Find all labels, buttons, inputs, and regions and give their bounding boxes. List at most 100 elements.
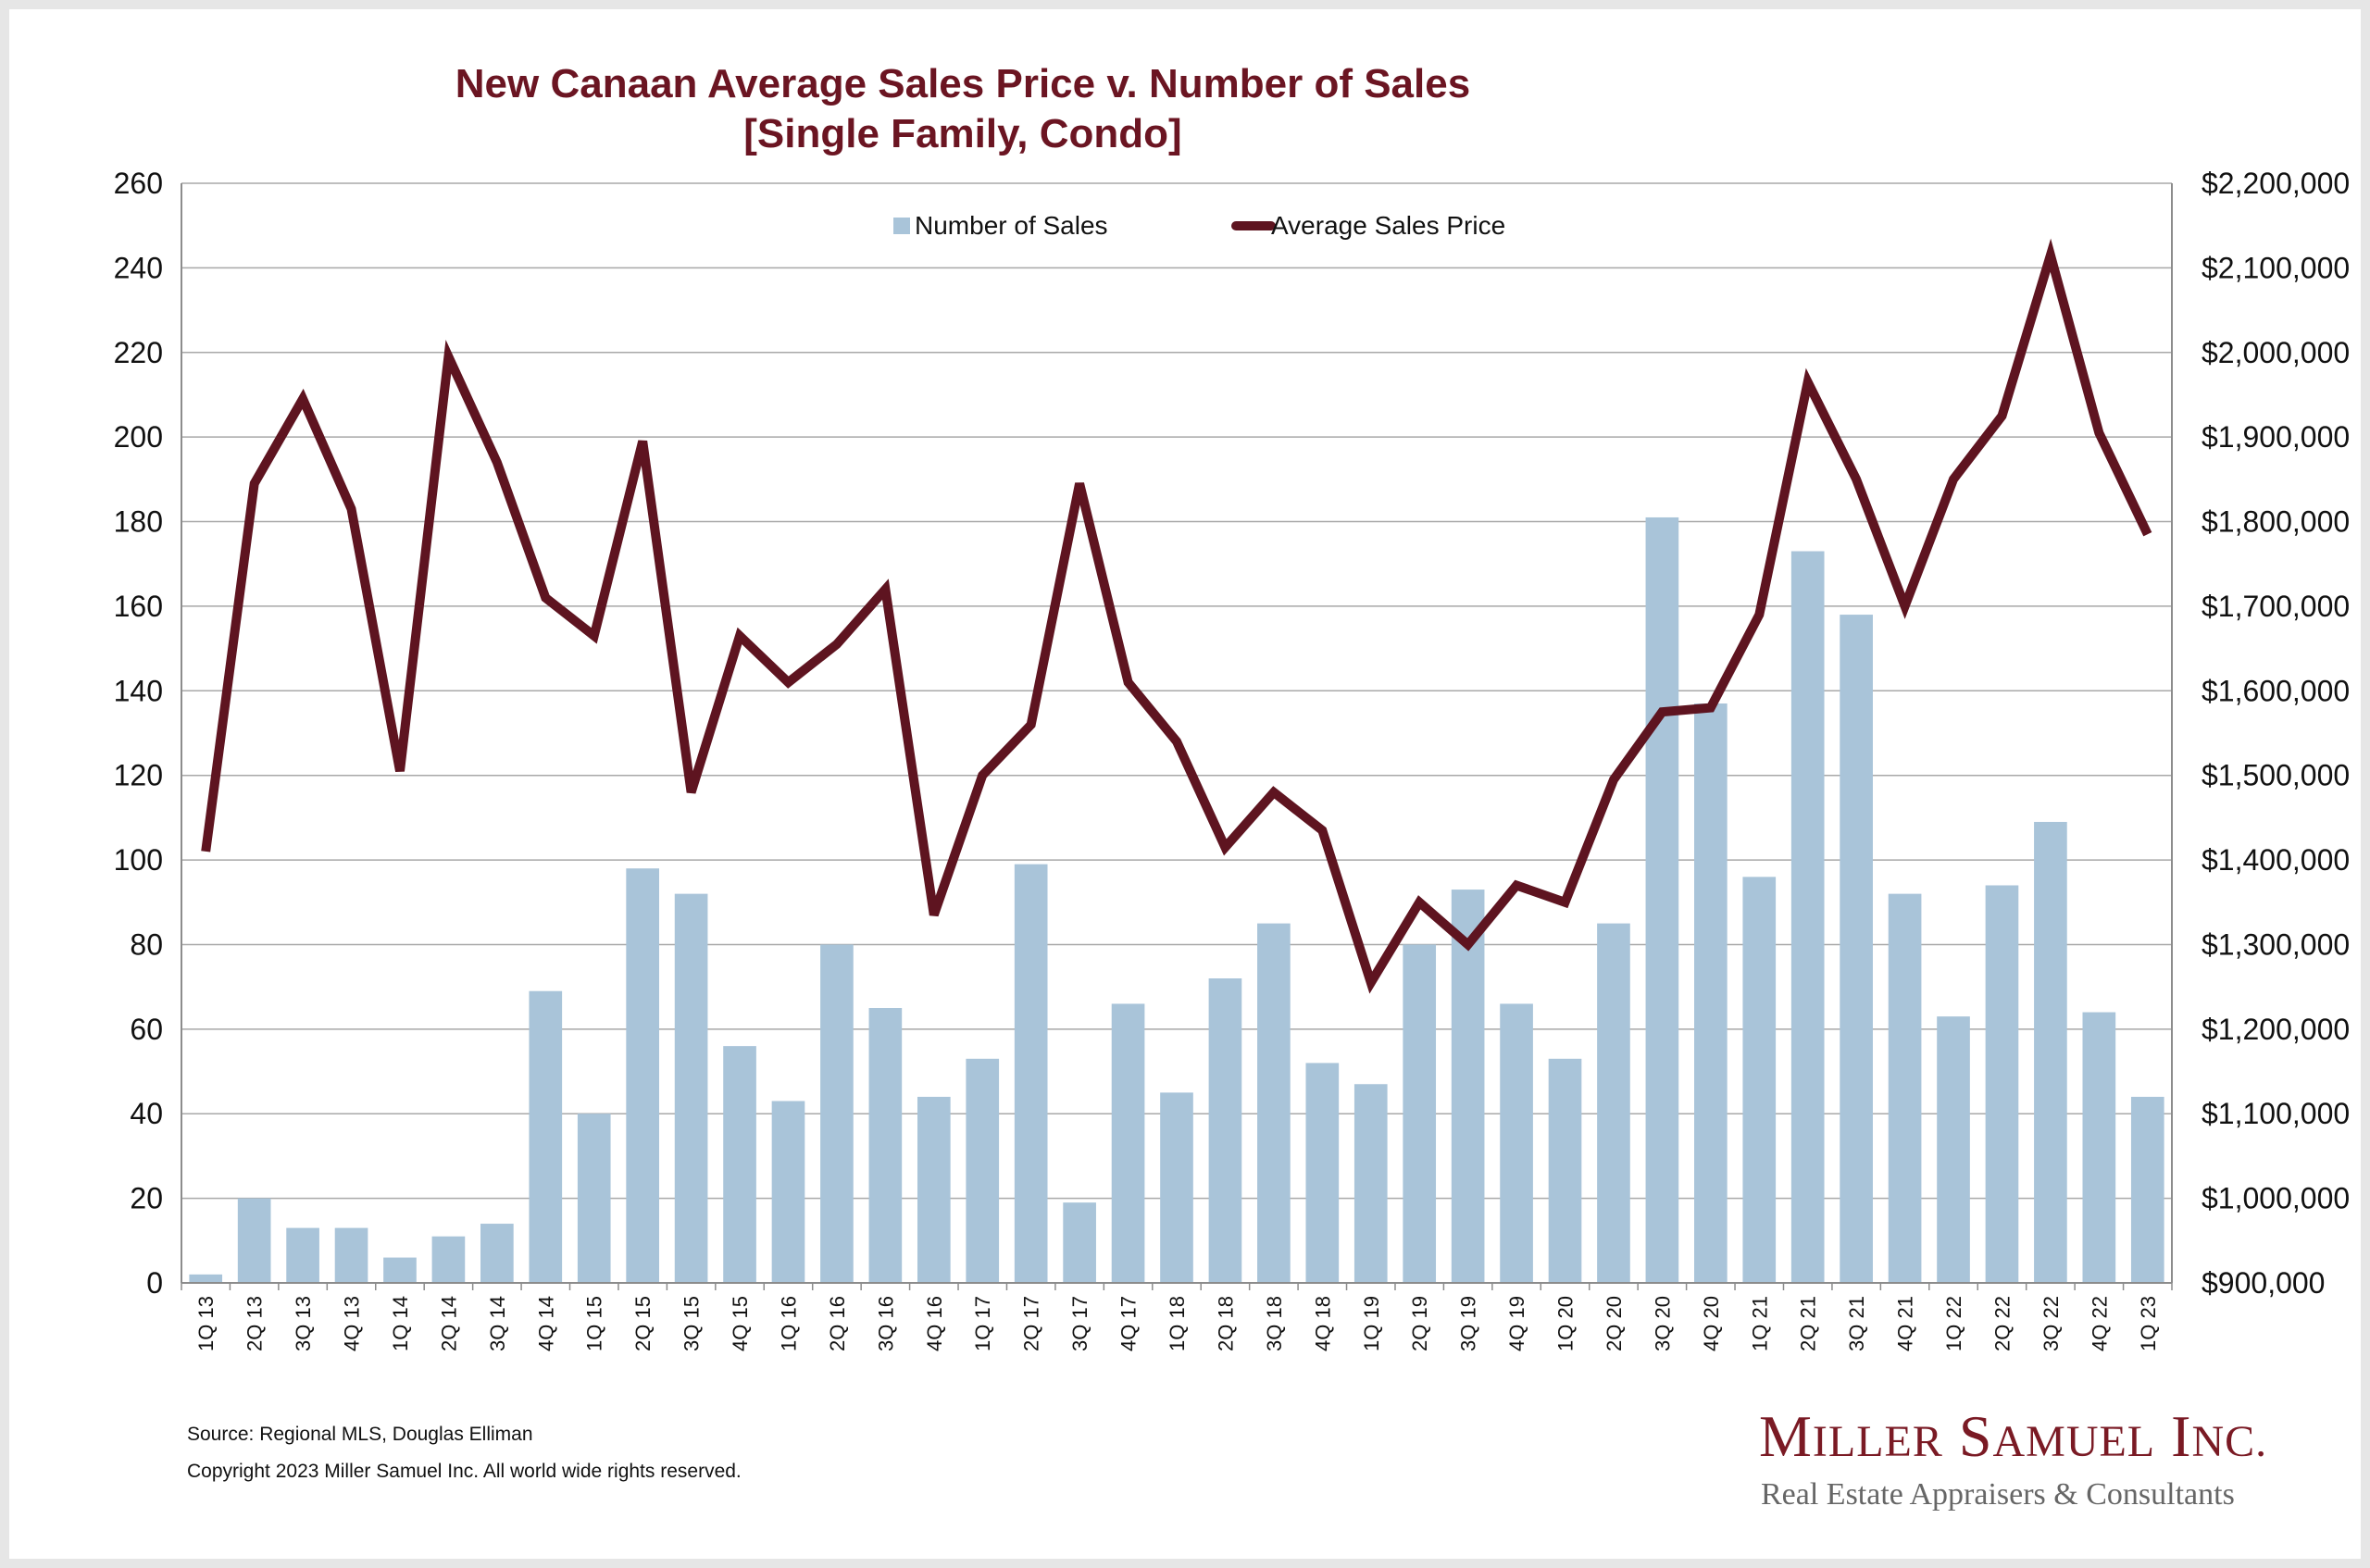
x-tick-label: 4Q 20 <box>1700 1296 1723 1351</box>
x-tick-label: 4Q 21 <box>1894 1296 1917 1351</box>
x-tick-label: 1Q 19 <box>1360 1296 1383 1351</box>
y-right-tick-label: $2,200,000 <box>2202 167 2350 200</box>
x-tick-label: 1Q 21 <box>1748 1296 1771 1351</box>
bar-series <box>189 516 2164 1283</box>
y-axis-left-labels: 0 20 40 60 80 100 120 140 160 180 200 220 240 260 <box>114 167 163 1300</box>
x-tick-label: 3Q 18 <box>1263 1296 1286 1351</box>
y-axis-right-labels: $900,000 $1,000,000 $1,100,000 $1,200,000 $1… <box>2202 167 2350 1300</box>
miller-samuel-logo: MILLER SAMUEL INC. <box>1759 1402 2267 1471</box>
y-left-tick-label: 180 <box>114 505 163 539</box>
bar-number-of-sales <box>626 868 659 1283</box>
legend: Number of Sales Average Sales Price <box>893 211 1505 240</box>
bar-number-of-sales <box>1403 944 1437 1283</box>
y-right-tick-label: $1,400,000 <box>2202 843 2350 877</box>
bar-number-of-sales <box>1742 877 1777 1283</box>
bar-number-of-sales <box>1597 923 1630 1283</box>
bar-number-of-sales <box>917 1096 951 1283</box>
axes <box>181 183 2173 1290</box>
y-right-tick-label: $1,300,000 <box>2202 927 2350 961</box>
bar-number-of-sales <box>1160 1092 1193 1283</box>
x-tick-label: 4Q 19 <box>1505 1296 1528 1351</box>
legend-swatch-number-of-sales <box>893 218 910 234</box>
bar-number-of-sales <box>1014 864 1048 1283</box>
x-tick-label: 1Q 16 <box>778 1296 801 1351</box>
bar-number-of-sales <box>480 1224 514 1283</box>
copyright-note: Copyright 2023 Miller Samuel Inc. All wo… <box>187 1461 742 1482</box>
x-tick-label: 1Q 15 <box>583 1296 606 1351</box>
y-right-tick-label: $1,900,000 <box>2202 420 2350 454</box>
y-left-tick-label: 60 <box>130 1013 163 1046</box>
chart-title: New Canaan Average Sales Price v. Number… <box>455 61 1470 106</box>
bar-number-of-sales <box>1840 615 1873 1283</box>
logo-initial-i: I <box>2171 1403 2192 1469</box>
bar-number-of-sales <box>577 1114 611 1283</box>
x-tick-label: 2Q 18 <box>1214 1296 1237 1351</box>
source-note: Source: Regional MLS, Douglas Elliman <box>187 1424 533 1445</box>
x-tick-label: 3Q 19 <box>1457 1296 1480 1351</box>
y-right-tick-label: $1,200,000 <box>2202 1013 2350 1046</box>
x-tick-label: 3Q 13 <box>292 1296 315 1351</box>
bar-number-of-sales <box>1790 551 1825 1283</box>
bar-number-of-sales <box>1500 1003 1533 1283</box>
bar-number-of-sales <box>431 1236 466 1283</box>
x-tick-label: 2Q 14 <box>437 1296 460 1351</box>
bar-number-of-sales <box>1694 703 1728 1283</box>
legend-label-average-sales-price: Average Sales Price <box>1271 211 1505 240</box>
x-tick-label: 1Q 23 <box>2137 1296 2160 1351</box>
y-left-tick-label: 100 <box>114 843 163 877</box>
bar-number-of-sales <box>1451 890 1485 1283</box>
x-axis-labels: 1Q 13 2Q 13 3Q 13 4Q 13 1Q 14 2Q 14 3Q 14 4Q 14… <box>194 1296 2160 1351</box>
legend-label-number-of-sales: Number of Sales <box>915 211 1108 240</box>
y-right-tick-label: $1,700,000 <box>2202 590 2350 623</box>
y-left-tick-label: 20 <box>130 1182 163 1215</box>
x-tick-label: 3Q 14 <box>486 1296 509 1351</box>
x-tick-label: 3Q 16 <box>874 1296 897 1351</box>
bar-number-of-sales <box>1305 1063 1340 1283</box>
bar-number-of-sales <box>1111 1003 1145 1283</box>
y-left-tick-label: 220 <box>114 336 163 369</box>
logo-initial-m: M <box>1759 1403 1813 1469</box>
bar-number-of-sales <box>966 1058 1000 1283</box>
bar-number-of-sales <box>1937 1016 1970 1283</box>
y-left-tick-label: 240 <box>114 251 163 284</box>
x-tick-label: 2Q 21 <box>1797 1296 1820 1351</box>
x-tick-label: 2Q 20 <box>1603 1296 1626 1351</box>
bar-number-of-sales <box>868 1008 903 1283</box>
y-left-tick-label: 140 <box>114 674 163 707</box>
logo-rest-amuel: AMUEL <box>1992 1417 2156 1466</box>
x-tick-label: 1Q 22 <box>1942 1296 1965 1351</box>
x-tick-label: 1Q 20 <box>1554 1296 1578 1351</box>
y-left-tick-label: 0 <box>146 1266 163 1300</box>
y-right-tick-label: $1,600,000 <box>2202 674 2350 707</box>
x-tick-label: 4Q 15 <box>729 1296 752 1351</box>
bar-number-of-sales <box>2034 821 2067 1283</box>
logo-rest-iller: ILLER <box>1812 1417 1943 1466</box>
bar-number-of-sales <box>529 990 563 1283</box>
y-right-tick-label: $900,000 <box>2202 1266 2325 1300</box>
x-tick-label: 1Q 17 <box>971 1296 994 1351</box>
logo-initial-s: S <box>1958 1403 1993 1469</box>
bar-number-of-sales <box>1645 516 1679 1283</box>
bar-number-of-sales <box>674 893 708 1283</box>
y-right-tick-label: $2,000,000 <box>2202 336 2350 369</box>
bar-number-of-sales <box>1063 1202 1096 1283</box>
x-tick-label: 1Q 14 <box>389 1296 412 1351</box>
y-left-tick-label: 200 <box>114 420 163 454</box>
bar-number-of-sales <box>1548 1058 1582 1283</box>
x-tick-label: 4Q 13 <box>341 1296 364 1351</box>
y-right-tick-label: $1,800,000 <box>2202 505 2350 539</box>
x-tick-label: 4Q 16 <box>923 1296 946 1351</box>
bar-number-of-sales <box>2082 1012 2116 1283</box>
x-tick-label: 2Q 16 <box>826 1296 849 1351</box>
x-tick-label: 4Q 14 <box>534 1296 557 1351</box>
y-right-tick-label: $1,500,000 <box>2202 759 2350 792</box>
chart-svg: New Canaan Average Sales Price v. Number… <box>114 61 2351 1351</box>
x-tick-label: 2Q 13 <box>243 1296 267 1351</box>
x-tick-label: 3Q 20 <box>1651 1296 1674 1351</box>
x-tick-label: 2Q 15 <box>631 1296 655 1351</box>
bar-number-of-sales <box>1353 1084 1388 1283</box>
x-tick-label: 4Q 18 <box>1311 1296 1334 1351</box>
x-tick-label: 1Q 13 <box>194 1296 218 1351</box>
bar-number-of-sales <box>2130 1096 2164 1283</box>
x-tick-label: 3Q 21 <box>1845 1296 1868 1351</box>
